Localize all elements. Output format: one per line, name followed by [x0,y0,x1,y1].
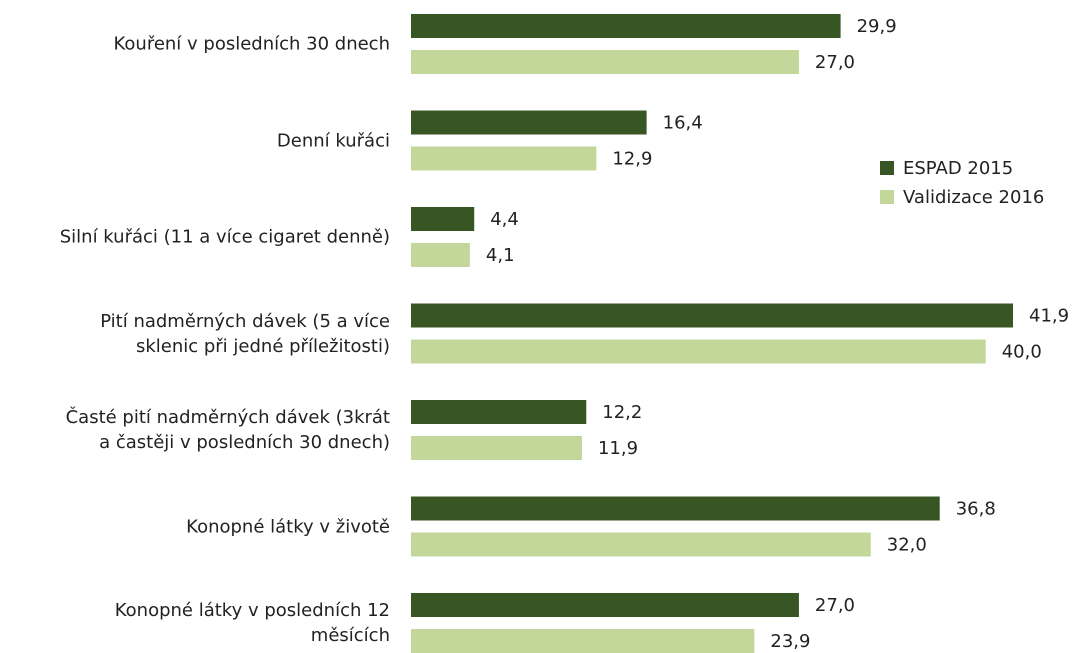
data-label: 11,9 [598,438,638,459]
data-label: 29,9 [857,16,897,37]
data-label: 4,1 [486,245,515,266]
bar [411,243,470,267]
bar [411,207,475,231]
bar [411,436,582,460]
category-label: Konopné látky v životě [186,516,390,537]
legend-swatch [880,190,894,204]
data-label: 36,8 [956,499,996,520]
data-label: 27,0 [815,52,855,73]
data-label: 41,9 [1029,306,1069,327]
legend-swatch [880,161,894,175]
data-label: 27,0 [815,595,855,616]
data-label: 32,0 [887,535,927,556]
category-label: Denní kuřáci [276,130,390,151]
bar [411,629,755,653]
data-label: 40,0 [1002,342,1042,363]
data-label: 23,9 [770,631,810,652]
bar [411,593,799,617]
bar [411,303,1013,328]
data-label: 12,2 [602,402,642,423]
legend-label: ESPAD 2015 [903,158,1013,179]
data-label: 16,4 [663,113,703,134]
category-label: Konopné látky v posledních 12 měsících [114,600,390,646]
bar [411,14,841,38]
bar [411,339,986,364]
category-label: Pití nadměrných dávek (5 a více sklenic … [100,310,390,357]
data-label: 4,4 [490,209,519,230]
data-label: 12,9 [612,149,652,170]
category-label: Silní kuřáci (11 a více cigaret denně) [59,226,390,248]
legend-label: Validizace 2016 [903,187,1044,208]
category-label: Kouření v posledních 30 dnech [113,33,390,55]
bar [411,400,587,424]
bar [411,496,940,521]
bar [411,50,799,74]
bar [411,146,597,171]
category-label: Časté pití nadměrných dávek (3krát a čas… [65,407,390,453]
bar [411,532,871,557]
bar [411,110,647,135]
